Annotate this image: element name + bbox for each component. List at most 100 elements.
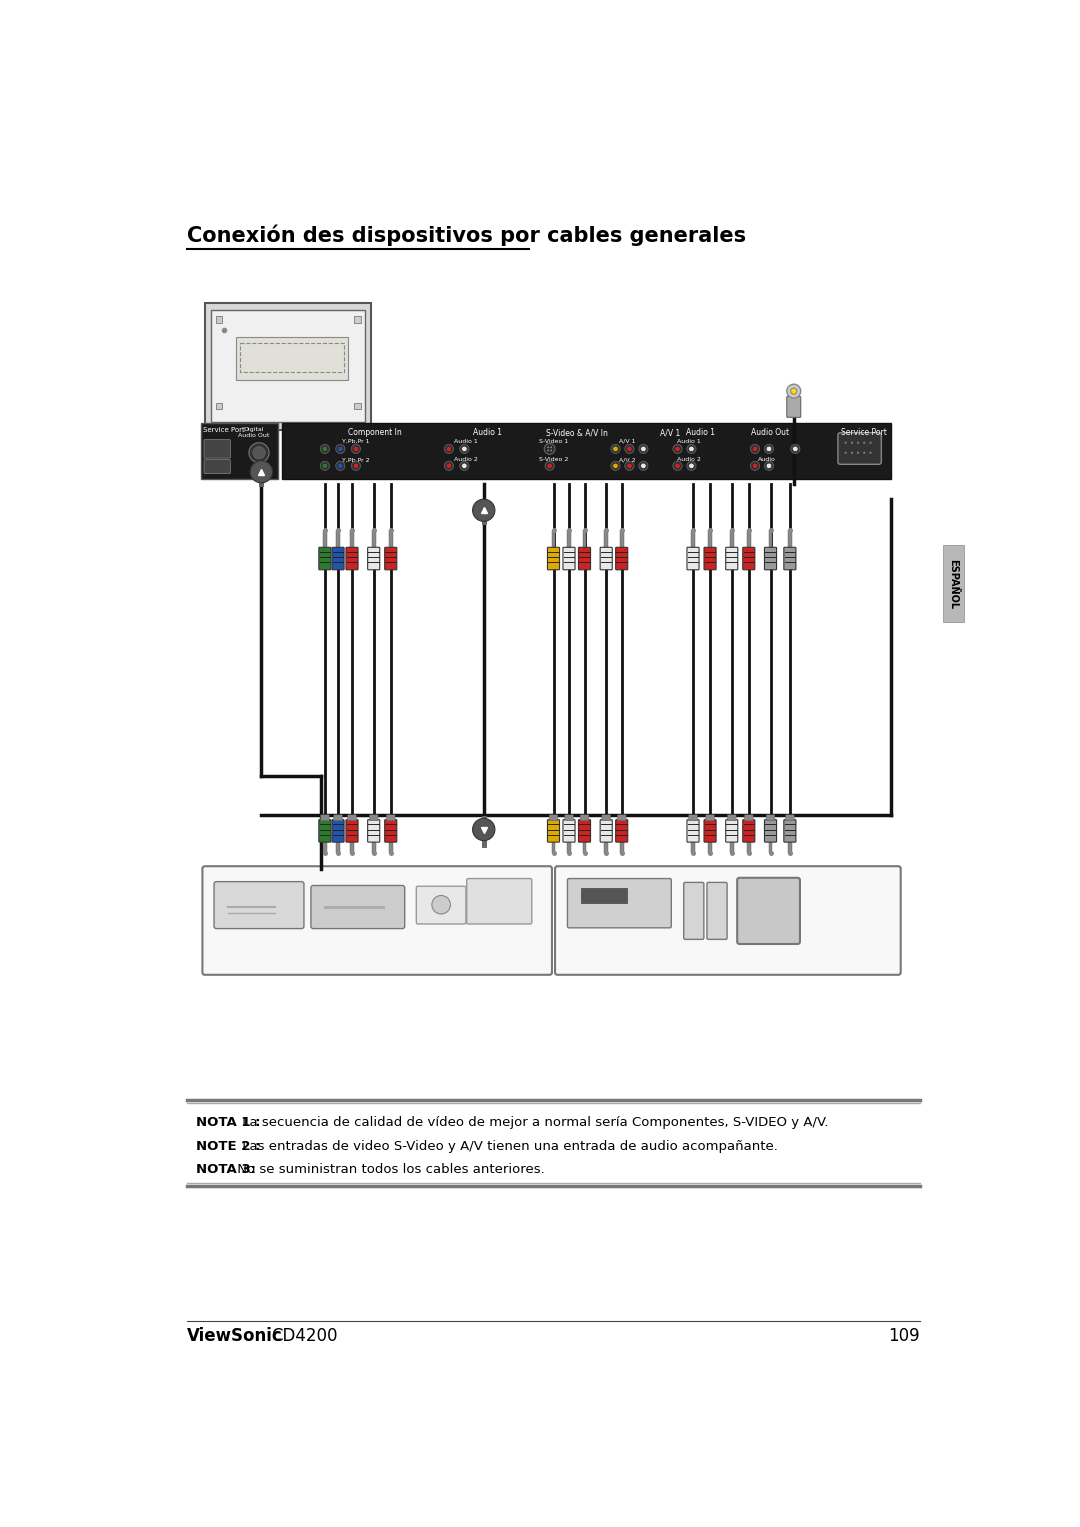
Text: No se suministran todos los cables anteriores.: No se suministran todos los cables anter…: [233, 1162, 545, 1176]
Text: Audio 1: Audio 1: [473, 428, 502, 437]
FancyBboxPatch shape: [384, 820, 396, 841]
Circle shape: [751, 444, 759, 454]
FancyBboxPatch shape: [579, 820, 591, 841]
FancyBboxPatch shape: [354, 316, 361, 322]
FancyBboxPatch shape: [367, 820, 380, 841]
FancyBboxPatch shape: [204, 460, 230, 473]
Circle shape: [351, 461, 361, 470]
FancyBboxPatch shape: [765, 547, 777, 570]
FancyBboxPatch shape: [943, 545, 964, 621]
FancyBboxPatch shape: [784, 820, 796, 841]
Circle shape: [638, 444, 648, 454]
Circle shape: [338, 463, 343, 469]
Circle shape: [675, 446, 680, 452]
FancyBboxPatch shape: [838, 432, 881, 464]
FancyBboxPatch shape: [600, 820, 612, 841]
FancyBboxPatch shape: [691, 530, 694, 548]
FancyBboxPatch shape: [600, 547, 612, 570]
FancyBboxPatch shape: [784, 547, 796, 570]
FancyBboxPatch shape: [788, 530, 792, 548]
FancyBboxPatch shape: [211, 310, 365, 421]
FancyBboxPatch shape: [235, 337, 348, 380]
Circle shape: [863, 452, 865, 454]
Circle shape: [638, 461, 648, 470]
Circle shape: [353, 446, 359, 452]
Text: ESPAÑOL: ESPAÑOL: [948, 559, 958, 609]
FancyBboxPatch shape: [216, 403, 221, 409]
Circle shape: [640, 463, 646, 469]
Circle shape: [766, 446, 772, 452]
Circle shape: [640, 446, 646, 452]
FancyBboxPatch shape: [384, 547, 396, 570]
Circle shape: [248, 443, 269, 463]
FancyBboxPatch shape: [620, 530, 623, 548]
FancyBboxPatch shape: [216, 316, 221, 322]
Circle shape: [751, 461, 759, 470]
FancyBboxPatch shape: [567, 878, 672, 928]
FancyBboxPatch shape: [582, 835, 586, 854]
FancyBboxPatch shape: [467, 878, 531, 924]
Circle shape: [548, 446, 549, 449]
Circle shape: [545, 461, 554, 470]
FancyBboxPatch shape: [747, 530, 751, 548]
Circle shape: [322, 463, 327, 469]
Circle shape: [845, 441, 847, 444]
FancyBboxPatch shape: [416, 886, 465, 924]
Circle shape: [473, 818, 495, 840]
Text: Audio 1: Audio 1: [677, 438, 701, 444]
Circle shape: [791, 388, 797, 394]
FancyBboxPatch shape: [563, 820, 575, 841]
FancyBboxPatch shape: [687, 547, 699, 570]
Text: Service Port: Service Port: [203, 428, 245, 434]
Circle shape: [444, 444, 454, 454]
FancyBboxPatch shape: [354, 403, 361, 409]
Text: NOTA 3:: NOTA 3:: [197, 1162, 256, 1176]
Circle shape: [791, 444, 800, 454]
Circle shape: [444, 461, 454, 470]
Circle shape: [869, 441, 872, 444]
Circle shape: [625, 444, 634, 454]
FancyBboxPatch shape: [367, 547, 380, 570]
FancyBboxPatch shape: [602, 815, 610, 822]
Circle shape: [765, 444, 773, 454]
FancyBboxPatch shape: [372, 530, 376, 548]
FancyBboxPatch shape: [563, 547, 575, 570]
FancyBboxPatch shape: [786, 397, 800, 417]
Text: NOTA 1 :: NOTA 1 :: [197, 1116, 260, 1130]
FancyBboxPatch shape: [389, 835, 393, 854]
Circle shape: [869, 452, 872, 454]
FancyBboxPatch shape: [738, 878, 800, 944]
FancyBboxPatch shape: [689, 815, 698, 822]
Text: A/V 2: A/V 2: [619, 458, 635, 463]
FancyBboxPatch shape: [704, 547, 716, 570]
FancyBboxPatch shape: [389, 530, 393, 548]
FancyBboxPatch shape: [332, 820, 345, 841]
FancyBboxPatch shape: [743, 820, 755, 841]
FancyBboxPatch shape: [726, 547, 738, 570]
Circle shape: [336, 461, 345, 470]
Circle shape: [253, 446, 266, 460]
FancyBboxPatch shape: [691, 835, 694, 854]
FancyBboxPatch shape: [319, 820, 330, 841]
Text: CD4200: CD4200: [271, 1327, 337, 1345]
Circle shape: [856, 452, 860, 454]
FancyBboxPatch shape: [565, 815, 573, 822]
FancyBboxPatch shape: [567, 835, 571, 854]
FancyBboxPatch shape: [201, 423, 279, 479]
FancyBboxPatch shape: [747, 835, 751, 854]
FancyBboxPatch shape: [552, 835, 555, 854]
Circle shape: [863, 441, 865, 444]
Text: ViewSonic: ViewSonic: [187, 1327, 283, 1345]
FancyBboxPatch shape: [580, 815, 589, 822]
FancyBboxPatch shape: [321, 815, 329, 822]
Circle shape: [546, 463, 552, 469]
FancyBboxPatch shape: [604, 530, 608, 548]
Circle shape: [446, 463, 451, 469]
Text: S-Video & A/V In: S-Video & A/V In: [545, 428, 608, 437]
Circle shape: [460, 461, 469, 470]
Circle shape: [851, 441, 853, 444]
Text: Audio 2: Audio 2: [677, 458, 701, 463]
Text: A/V 1: A/V 1: [619, 438, 635, 444]
FancyBboxPatch shape: [708, 530, 712, 548]
FancyBboxPatch shape: [323, 835, 327, 854]
